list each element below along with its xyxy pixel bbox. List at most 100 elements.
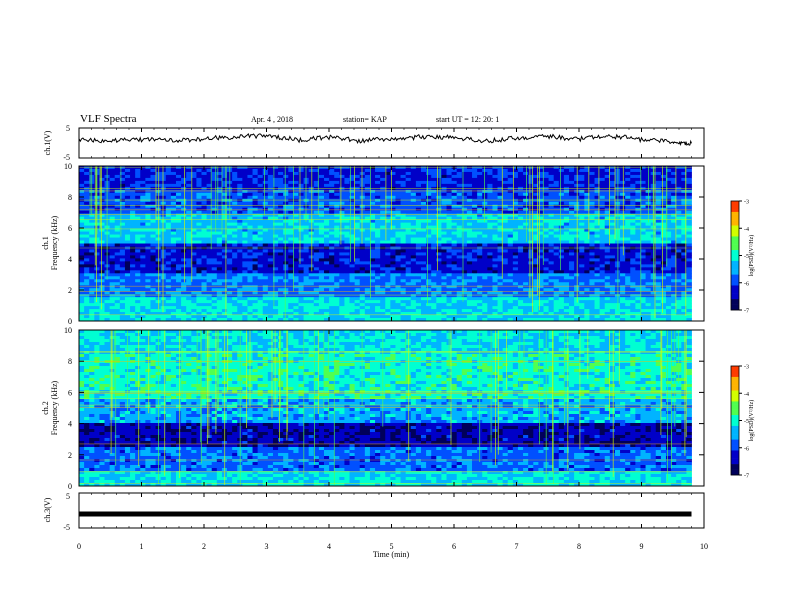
spectrogram-cell <box>359 189 366 194</box>
spectrogram-cell <box>191 276 197 280</box>
spectrogram-cell <box>523 276 529 280</box>
spectrogram-cell <box>349 276 356 280</box>
spectrogram-cell <box>267 288 274 292</box>
spectrogram-cell <box>620 198 626 203</box>
spectrogram-cell <box>216 180 223 185</box>
spectrogram-cell <box>579 210 585 215</box>
spectrogram-cell <box>415 183 422 188</box>
spectrogram-cell <box>426 210 432 215</box>
spectrogram-cell <box>512 270 519 274</box>
spectrogram-cell <box>186 219 192 224</box>
spectrogram-cell <box>441 279 447 283</box>
spectrogram-cell <box>400 174 407 179</box>
spectrogram-cell <box>497 285 504 289</box>
spectrogram-cell <box>181 213 187 218</box>
spectrogram-cell <box>278 213 284 218</box>
spectrogram-cell <box>415 210 422 215</box>
spectrogram-cell <box>191 279 197 283</box>
spectrogram-cell <box>426 240 432 244</box>
spectrogram-cell <box>660 171 667 176</box>
spectrogram-cell <box>140 279 146 283</box>
spectrogram-cell <box>216 228 223 232</box>
spectrogram-cell <box>145 189 151 194</box>
spectrogram-cell <box>507 207 514 212</box>
spectrogram-cell <box>497 231 504 235</box>
spectrogram-cell <box>517 270 524 274</box>
spectrogram-cell <box>160 234 167 238</box>
spectrogram-cell <box>124 192 131 197</box>
spectrogram-cell <box>145 174 151 179</box>
spectrogram-cell <box>589 270 595 274</box>
spectrogram-cell <box>517 282 524 286</box>
spectrogram-cell <box>79 234 85 238</box>
spectrogram-cell <box>395 171 401 176</box>
spectrogram-cell <box>681 243 687 247</box>
spectrogram-cell <box>369 240 376 244</box>
spectrogram-cell <box>533 273 539 277</box>
spectrogram-cell <box>364 249 371 253</box>
spectrogram-cell <box>517 195 524 200</box>
spectrogram-cell <box>436 198 442 203</box>
spectrogram-cell <box>359 270 366 274</box>
spectrogram-cell <box>558 279 565 283</box>
spectrogram-cell <box>221 225 228 229</box>
spectrogram-cell <box>364 204 371 209</box>
spectrogram-cell <box>507 255 514 259</box>
spectrogram-cell <box>594 243 601 247</box>
spectrogram-cell <box>671 219 677 224</box>
spectrogram-cell <box>538 219 544 224</box>
spectrogram-cell <box>99 216 105 221</box>
spectrogram-cell <box>671 234 677 238</box>
spectrogram-cell <box>385 276 391 280</box>
spectrogram-cell <box>599 261 606 265</box>
spectrogram-cell <box>502 213 509 218</box>
spectrogram-cell <box>359 237 366 241</box>
spectrogram-cell <box>216 189 223 194</box>
spectrogram-cell <box>160 228 167 232</box>
spectrogram-cell <box>665 222 672 227</box>
spectrogram-cell <box>369 252 376 256</box>
spectrogram-cell <box>594 195 601 200</box>
spectrogram-cell <box>456 282 463 286</box>
spectrogram-cell <box>293 192 299 197</box>
spectrogram-cell <box>466 228 473 232</box>
spectrogram-cell <box>278 195 284 200</box>
spectrogram-cell <box>553 231 560 235</box>
spectrogram-cell <box>109 177 116 182</box>
spectrogram-cell <box>538 222 544 227</box>
spectrogram-cell <box>681 192 687 197</box>
spectrogram-cell <box>232 198 238 203</box>
spectrogram-cell <box>461 270 468 274</box>
spectrogram-cell <box>334 249 340 253</box>
spectrogram-cell <box>288 204 294 209</box>
spectrogram-cell <box>262 243 269 247</box>
spectrogram-cell <box>79 270 85 274</box>
spectrogram-cell <box>79 225 85 229</box>
spectrogram-cell <box>369 231 376 235</box>
spectrogram-cell <box>334 195 340 200</box>
spectrogram-cell <box>186 207 192 212</box>
spectrogram-cell <box>385 201 391 206</box>
spectrogram-cell <box>507 171 514 176</box>
spectrogram-cell <box>487 243 493 247</box>
spectrogram-cell <box>359 243 366 247</box>
spectrogram-cell <box>528 201 534 206</box>
spectrogram-cell <box>252 264 259 268</box>
spectrogram-cell <box>262 279 269 283</box>
spectrogram-cell <box>364 261 371 265</box>
spectrogram-cell <box>334 204 340 209</box>
spectrogram-cell <box>523 264 529 268</box>
spectrogram-cell <box>334 276 340 280</box>
spectrogram-cell <box>252 255 259 259</box>
spectrogram-cell <box>604 180 611 185</box>
spectrogram-cell <box>308 273 315 277</box>
spectrogram-cell <box>640 249 646 253</box>
spectrogram-cell <box>170 279 177 283</box>
spectrogram-cell <box>130 219 136 224</box>
spectrogram-cell <box>665 273 672 277</box>
spectrogram-cell <box>221 276 228 280</box>
spectrogram-cell <box>472 276 478 280</box>
spectrogram-cell <box>446 270 452 274</box>
spectrogram-cell <box>89 279 95 283</box>
spectrogram-cell <box>604 171 611 176</box>
